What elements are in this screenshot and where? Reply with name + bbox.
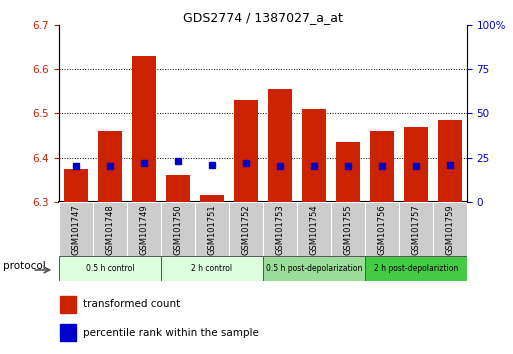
Bar [61, 296, 76, 313]
Text: GSM101757: GSM101757 [411, 204, 420, 255]
Text: GSM101749: GSM101749 [140, 204, 148, 255]
Text: GSM101756: GSM101756 [378, 204, 386, 255]
Bar [61, 324, 76, 341]
Bar [59, 256, 161, 281]
Bar [98, 131, 122, 202]
Bar [302, 109, 326, 202]
Bar [433, 202, 467, 257]
Text: 2 h control: 2 h control [191, 264, 232, 273]
Text: percentile rank within the sample: percentile rank within the sample [83, 328, 259, 338]
Text: GSM101747: GSM101747 [71, 204, 81, 255]
Bar [399, 202, 433, 257]
Bar [263, 256, 365, 281]
Text: transformed count: transformed count [83, 299, 180, 309]
Bar [195, 202, 229, 257]
Bar [93, 202, 127, 257]
Title: GDS2774 / 1387027_a_at: GDS2774 / 1387027_a_at [183, 11, 343, 24]
Bar [166, 175, 190, 202]
Bar [234, 100, 258, 202]
Text: protocol: protocol [3, 261, 46, 271]
Bar [336, 142, 360, 202]
Bar [365, 202, 399, 257]
Text: GSM101750: GSM101750 [173, 204, 183, 255]
Bar [229, 202, 263, 257]
Bar [64, 169, 88, 202]
Bar [161, 202, 195, 257]
Bar [59, 202, 93, 257]
Text: 0.5 h control: 0.5 h control [86, 264, 134, 273]
Bar [268, 89, 292, 202]
Bar [370, 131, 394, 202]
Bar [404, 126, 428, 202]
Text: GSM101748: GSM101748 [106, 204, 114, 255]
Bar [161, 256, 263, 281]
Text: 0.5 h post-depolarization: 0.5 h post-depolarization [266, 264, 362, 273]
Text: GSM101759: GSM101759 [445, 204, 455, 255]
Bar [331, 202, 365, 257]
Bar [200, 195, 224, 202]
Text: GSM101754: GSM101754 [309, 204, 319, 255]
Text: GSM101755: GSM101755 [343, 204, 352, 255]
Bar [263, 202, 297, 257]
Bar [438, 120, 462, 202]
Bar [132, 56, 156, 202]
Text: GSM101752: GSM101752 [242, 204, 250, 255]
Text: GSM101751: GSM101751 [207, 204, 216, 255]
Text: GSM101753: GSM101753 [275, 204, 284, 255]
Bar [297, 202, 331, 257]
Text: 2 h post-depolariztion: 2 h post-depolariztion [374, 264, 458, 273]
Bar [365, 256, 467, 281]
Bar [127, 202, 161, 257]
